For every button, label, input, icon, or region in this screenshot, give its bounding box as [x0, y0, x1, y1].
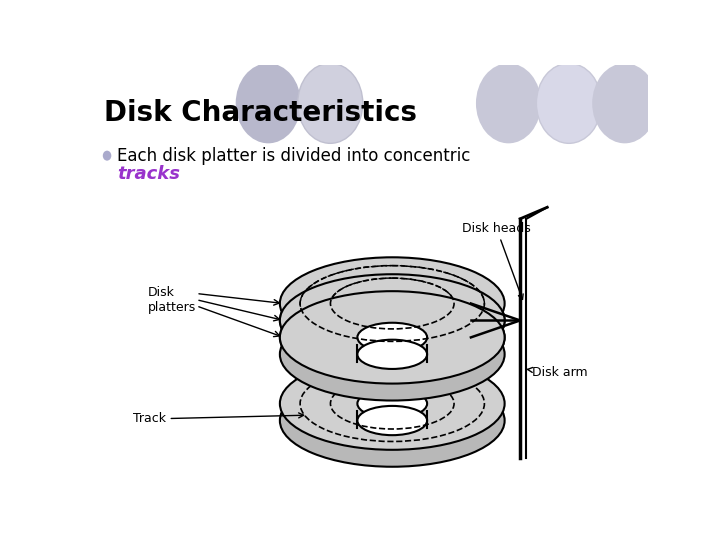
Ellipse shape: [280, 357, 505, 450]
Text: Each disk platter is divided into concentric: Each disk platter is divided into concen…: [117, 147, 470, 165]
Text: Track: Track: [132, 413, 304, 426]
Ellipse shape: [235, 63, 301, 143]
Ellipse shape: [280, 274, 505, 367]
Text: Disk heads: Disk heads: [462, 221, 531, 300]
Ellipse shape: [536, 63, 601, 143]
Ellipse shape: [357, 323, 427, 352]
Ellipse shape: [103, 151, 112, 161]
Ellipse shape: [357, 406, 427, 435]
Ellipse shape: [357, 389, 427, 418]
Ellipse shape: [297, 63, 363, 143]
Ellipse shape: [280, 374, 505, 467]
Ellipse shape: [357, 340, 427, 369]
Text: tracks: tracks: [117, 165, 180, 183]
Ellipse shape: [280, 291, 505, 383]
Text: Disk arm: Disk arm: [526, 366, 588, 379]
Ellipse shape: [280, 274, 505, 367]
Ellipse shape: [593, 63, 657, 143]
Ellipse shape: [357, 306, 427, 335]
Ellipse shape: [280, 257, 505, 350]
Ellipse shape: [476, 63, 541, 143]
Ellipse shape: [357, 289, 427, 318]
Ellipse shape: [280, 291, 505, 383]
Text: Disk
platters: Disk platters: [148, 286, 197, 314]
Ellipse shape: [280, 308, 505, 401]
Ellipse shape: [357, 306, 427, 335]
Ellipse shape: [357, 323, 427, 352]
Text: Disk Characteristics: Disk Characteristics: [104, 98, 417, 126]
